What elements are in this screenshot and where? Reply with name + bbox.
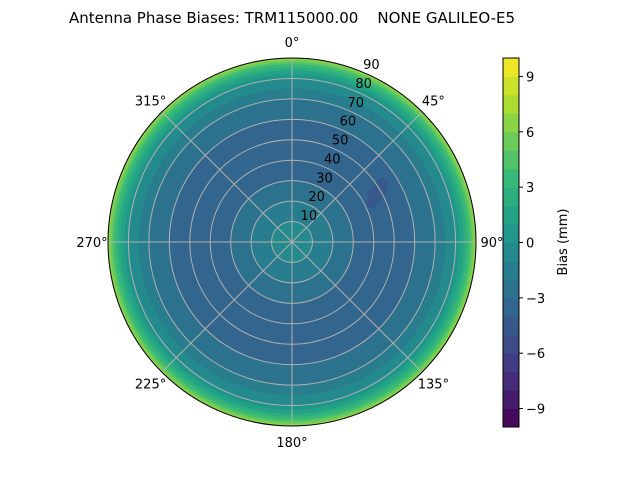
colorbar-segment: [503, 334, 519, 354]
r-tick-label: 70: [347, 96, 364, 111]
colorbar-segment: [503, 242, 519, 262]
theta-tick-label: 45°: [422, 95, 445, 110]
contour-local-minimum: [366, 177, 388, 209]
r-tick-label: 60: [340, 115, 357, 130]
colorbar-segment: [503, 316, 519, 336]
r-tick-label: 80: [355, 77, 372, 92]
colorbar-segment: [503, 371, 519, 391]
theta-tick-label: 225°: [135, 377, 166, 392]
colorbar-segment: [503, 260, 519, 280]
polar-frame: [107, 57, 477, 427]
chart-title: Antenna Phase Biases: TRM115000.00 NONE …: [69, 9, 515, 27]
colorbar-segment: [503, 94, 519, 114]
colorbar-segment: [503, 76, 519, 96]
colorbar-segment: [503, 390, 519, 410]
r-tick-label: 50: [332, 134, 349, 149]
theta-gridline: [291, 111, 423, 243]
r-tick-label: 20: [308, 190, 325, 205]
r-tick-labels: 10 20 30 40 50 60 70 80 90: [301, 58, 380, 224]
colorbar: −9 −6 −3 0 3 6 9: [502, 57, 545, 428]
theta-tick-label: 0°: [285, 36, 300, 51]
theta-tick-label: 270°: [76, 236, 107, 251]
colorbar-tick-label: 3: [526, 181, 534, 196]
colorbar-tick-label: −9: [526, 403, 545, 418]
theta-tick-label: 135°: [418, 377, 449, 392]
theta-tick-label: 315°: [135, 95, 166, 110]
colorbar-tick-label: 6: [526, 126, 534, 141]
colorbar-tick-label: −6: [526, 347, 545, 362]
colorbar-tick-label: −3: [526, 292, 545, 307]
colorbar-segment: [503, 279, 519, 299]
colorbar-segment: [503, 113, 519, 133]
colorbar-segment: [503, 58, 519, 77]
theta-gridline: [161, 241, 293, 373]
theta-gridline: [291, 241, 423, 373]
colorbar-tick-label: 0: [526, 237, 534, 252]
r-tick-label: 30: [316, 171, 333, 186]
polar-grid: [107, 57, 477, 427]
colorbar-segment: [503, 150, 519, 170]
r-tick-label: 90: [363, 58, 380, 73]
theta-tick-label: 90°: [480, 236, 503, 251]
colorbar-segment: [503, 408, 519, 428]
theta-tick-labels: 0° 45° 90° 135° 180° 225° 270° 315°: [76, 36, 503, 451]
colorbar-segment: [503, 168, 519, 188]
theta-gridline: [161, 111, 293, 243]
colorbar-segment: [503, 353, 519, 373]
colorbar-segment: [503, 297, 519, 317]
colorbar-segment: [503, 224, 519, 243]
r-tick-label: 10: [301, 209, 318, 224]
colorbar-segment: [503, 205, 519, 225]
colorbar-segment: [503, 187, 519, 207]
colorbar-segment: [503, 131, 519, 151]
colorbar-tick-label: 9: [526, 70, 534, 85]
theta-tick-label: 180°: [276, 436, 307, 451]
r-tick-label: 40: [324, 152, 341, 167]
colorbar-label: Bias (mm): [556, 209, 571, 276]
